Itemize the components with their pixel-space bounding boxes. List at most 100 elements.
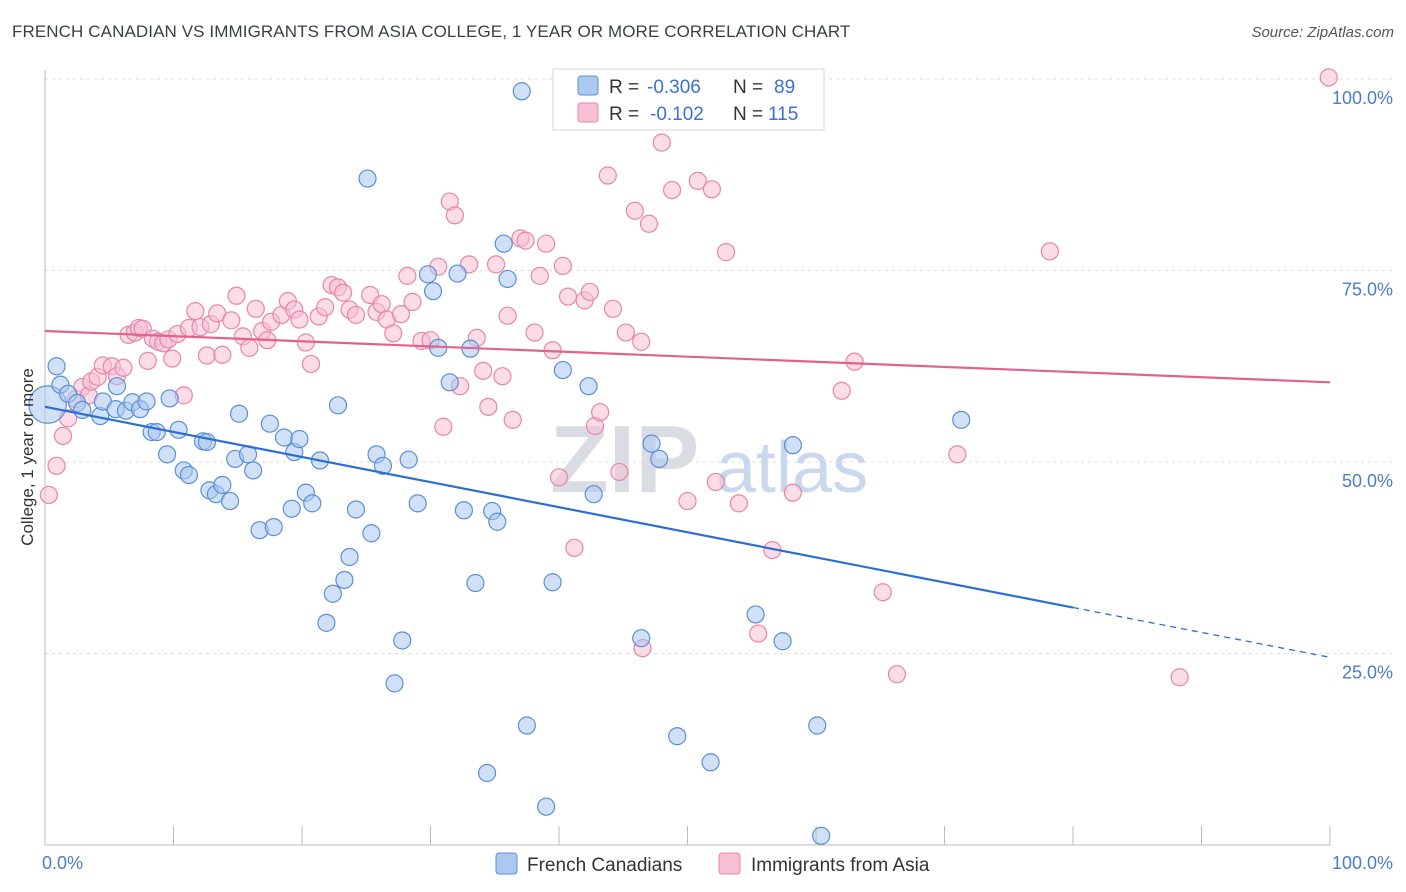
source-credit: Source: ZipAtlas.com (1251, 24, 1394, 41)
french-canadians-point-81 (773, 632, 792, 651)
immigrants-from-asia-point-31 (213, 345, 232, 364)
immigrants-from-asia-point-73 (493, 367, 512, 386)
french-canadians-point-1 (47, 357, 66, 376)
legend-swatch-immigrants-from-asia (718, 852, 741, 875)
french-canadians-point-83 (808, 716, 827, 735)
french-canadians-point-63 (477, 763, 497, 783)
french-canadians-point-70 (537, 797, 556, 816)
immigrants-from-asia-point-77 (516, 231, 535, 250)
immigrants-from-asia-point-89 (598, 166, 617, 185)
immigrants-from-asia-point-43 (290, 310, 309, 329)
immigrants-from-asia-point-55 (372, 295, 391, 314)
french-canadians-point-33 (264, 518, 283, 537)
immigrants-from-asia-point-113 (1170, 668, 1189, 687)
french-canadians-point-75 (632, 629, 651, 648)
stats-r-value-2: -0.102 (650, 104, 704, 125)
french-canadians-point-80 (746, 605, 765, 624)
french-canadians-point-68 (512, 82, 531, 101)
french-canadians-point-26 (220, 491, 240, 511)
french-canadians-point-67 (498, 269, 517, 289)
french-canadians-point-42 (323, 584, 342, 603)
legend-swatch-french-canadians (495, 852, 518, 875)
stats-swatch-blue (577, 75, 599, 96)
immigrants-from-asia-point-32 (222, 311, 241, 330)
french-canadians-point-44 (335, 570, 354, 590)
legend-label-immigrants-from-asia: Immigrants from Asia (751, 855, 930, 876)
immigrants-from-asia-point-104 (749, 624, 768, 643)
immigrants-from-asia-point-60 (403, 292, 422, 312)
immigrants-from-asia-point-1 (47, 456, 66, 475)
immigrants-from-asia-point-111 (948, 445, 967, 464)
french-canadians-point-58 (440, 373, 459, 392)
immigrants-from-asia-point-110 (887, 665, 907, 684)
immigrants-from-asia-point-94 (632, 332, 651, 351)
french-canadians-point-34 (274, 428, 294, 447)
french-canadians-point-54 (408, 494, 427, 513)
french-canadians-point-17 (160, 389, 179, 408)
french-canadians-point-74 (584, 485, 603, 504)
immigrants-from-asia-point-114 (1319, 68, 1338, 87)
immigrants-from-asia-point-35 (240, 338, 259, 357)
french-canadians-point-43 (328, 396, 348, 415)
french-canadians-point-20 (179, 465, 199, 485)
immigrants-from-asia-point-45 (301, 354, 321, 374)
x-axis-ticks (44, 826, 1331, 845)
french-canadians-point-30 (244, 461, 263, 480)
immigrants-from-asia-point-52 (346, 305, 366, 325)
french-canadians-point-48 (362, 524, 381, 543)
immigrants-from-asia-point-47 (316, 298, 335, 317)
immigrants-from-asia-point-71 (479, 397, 498, 416)
french-canadians-point-62 (466, 573, 485, 593)
french-canadians-point-51 (385, 674, 404, 693)
y-tick-label-50: 50.0% (1342, 471, 1393, 491)
french-canadians-point-18 (169, 420, 188, 439)
french-canadians-point-0 (28, 385, 67, 424)
french-canadians-point-56 (423, 282, 443, 301)
immigrants-from-asia-point-0 (39, 485, 58, 505)
french-canadians-point-16 (157, 445, 177, 464)
immigrants-from-asia-point-50 (334, 283, 353, 302)
immigrants-from-asia-point-101 (706, 472, 725, 492)
immigrants-from-asia-point-106 (783, 483, 802, 502)
stats-r-value-1: -0.306 (647, 77, 701, 98)
french-canadians-point-47 (358, 169, 377, 188)
french-canadians-point-39 (303, 494, 322, 513)
french-canadians-point-25 (213, 475, 232, 495)
y-axis-label: College, 1 year or more (18, 368, 37, 546)
trend-line-french-canadians-extrapolated (1072, 606, 1331, 658)
immigrants-from-asia-point-36 (246, 299, 265, 318)
french-canadians-point-79 (701, 753, 720, 772)
french-canadians-point-60 (454, 501, 474, 520)
french-canadians-point-28 (229, 404, 249, 423)
x-tick-label-max: 100.0% (1332, 853, 1393, 873)
french-canadians-point-9 (107, 377, 127, 396)
series-immigrants-from-asia-points (39, 68, 1338, 687)
french-canadians-point-45 (340, 547, 359, 567)
stats-swatch-pink (577, 102, 599, 123)
immigrants-from-asia-point-99 (688, 171, 707, 190)
french-canadians-point-55 (418, 265, 438, 284)
y-tick-label-75: 75.0% (1342, 280, 1393, 300)
french-canadians-point-46 (346, 500, 366, 519)
french-canadians-point-72 (553, 360, 572, 380)
series-french-canadians-points (28, 82, 971, 845)
chart-title: FRENCH CANADIAN VS IMMIGRANTS FROM ASIA … (12, 22, 851, 41)
immigrants-from-asia-point-88 (591, 403, 610, 422)
immigrants-from-asia-point-96 (652, 133, 671, 152)
immigrants-from-asia-point-91 (610, 462, 629, 482)
french-canadians-point-59 (448, 264, 467, 283)
french-canadians-point-71 (543, 573, 562, 592)
immigrants-from-asia-point-92 (616, 323, 635, 342)
french-canadians-point-78 (668, 727, 687, 746)
stats-n-value-1: 89 (774, 77, 795, 98)
immigrants-from-asia-point-78 (525, 323, 544, 342)
french-canadians-point-50 (373, 456, 393, 475)
y-tick-labels: 100.0% 75.0% 50.0% 25.0% (1332, 88, 1393, 683)
immigrants-from-asia-point-72 (486, 255, 506, 274)
french-canadians-point-82 (783, 436, 802, 455)
immigrants-from-asia-point-103 (729, 494, 749, 513)
immigrants-from-asia-point-58 (391, 305, 411, 324)
french-canadians-point-15 (147, 423, 166, 442)
immigrants-from-asia-point-33 (227, 286, 246, 305)
